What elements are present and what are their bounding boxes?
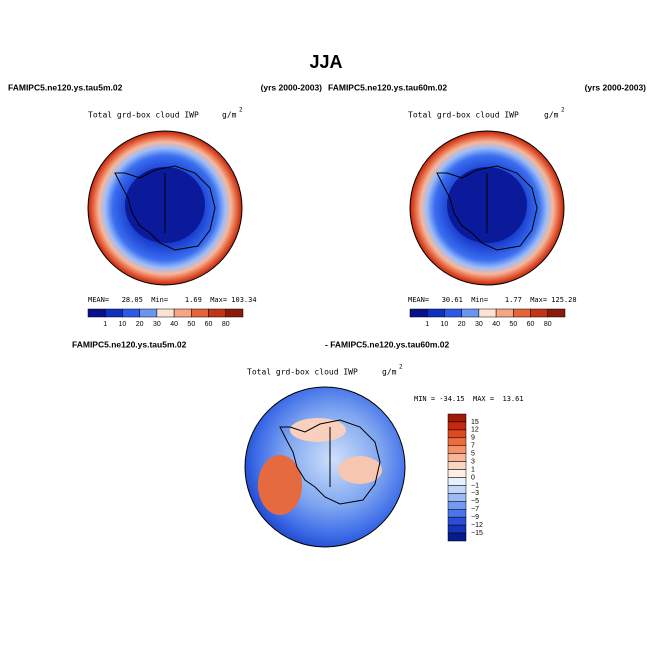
colorbar-label: −3	[471, 490, 479, 497]
colorbar-label: 40	[492, 321, 500, 328]
colorbar-label: 15	[471, 419, 479, 426]
colorbar-box	[447, 461, 467, 470]
colorbar-box	[478, 308, 497, 318]
colorbar-box	[447, 516, 467, 526]
colorbar-box	[447, 413, 467, 423]
colorbar-box	[139, 308, 158, 318]
units-exponent: 2	[561, 107, 565, 114]
colorbar-label: −5	[471, 498, 479, 505]
colorbar-label: −9	[471, 514, 479, 521]
colorbar-label: 10	[441, 321, 449, 328]
colorbar-label: 5	[471, 451, 475, 458]
units: g/m	[222, 111, 237, 120]
colorbar-label: 40	[170, 321, 178, 328]
colorbar-box	[447, 453, 467, 462]
colorbar-box	[173, 308, 192, 318]
colorbar-label: 30	[153, 321, 161, 328]
years: (yrs 2000-2003)	[261, 82, 323, 92]
units-exponent: 2	[399, 364, 403, 371]
colorbar-label: −7	[471, 506, 479, 513]
colorbar-box	[447, 485, 467, 494]
colorbar-box	[513, 308, 531, 318]
colorbar-box	[461, 308, 480, 318]
colorbar-box	[447, 421, 467, 431]
colorbar-box	[444, 308, 462, 318]
units: g/m	[544, 111, 559, 120]
colorbar-label: 1	[471, 466, 475, 473]
colorbar-label: 7	[471, 443, 475, 450]
colorbar-box	[447, 524, 467, 534]
colorbar-label: 12	[471, 427, 479, 434]
case-name: FAMIPC5.ne120.ys.tau5m.02	[72, 339, 187, 349]
colorbar-box	[547, 308, 566, 318]
case-name: FAMIPC5.ne120.ys.tau60m.02	[328, 82, 447, 92]
colorbar-label: 60	[527, 321, 535, 328]
map	[87, 130, 243, 286]
variable: Total grd-box cloud IWP	[88, 111, 199, 120]
colorbar-box	[447, 477, 467, 486]
colorbar-label: 50	[187, 321, 195, 328]
colorbar-box	[447, 429, 467, 439]
colorbar-box	[156, 308, 175, 318]
case-name: - FAMIPC5.ne120.ys.tau60m.02	[325, 339, 450, 349]
units-exponent: 2	[239, 107, 243, 114]
colorbar-box	[225, 308, 244, 318]
colorbar-label: −12	[471, 522, 483, 529]
colorbar-box	[530, 308, 549, 318]
case-name: FAMIPC5.ne120.ys.tau5m.02	[8, 82, 123, 92]
colorbar-box	[495, 308, 514, 318]
colorbar-label: 30	[475, 321, 483, 328]
colorbar-box	[447, 493, 467, 502]
colorbar-label: −15	[471, 530, 483, 537]
colorbar-box	[447, 532, 467, 542]
colorbar-label: 50	[509, 321, 517, 328]
units: g/m	[382, 368, 397, 377]
colorbar-label: 20	[136, 321, 144, 328]
colorbar-box	[191, 308, 209, 318]
colorbar-label: 20	[458, 321, 466, 328]
colorbar-box	[447, 445, 467, 454]
colorbar-box	[447, 469, 467, 478]
colorbar-label: 1	[103, 321, 107, 328]
colorbar-box	[447, 501, 467, 510]
colorbar-box	[447, 437, 467, 446]
map	[409, 130, 565, 286]
colorbar-label: 0	[471, 474, 475, 481]
variable: Total grd-box cloud IWP	[247, 368, 358, 377]
colorbar-label: 10	[119, 321, 127, 328]
colorbar-label: 80	[222, 321, 230, 328]
stats: MIN = -34.15 MAX = 13.61	[414, 395, 524, 403]
figure-title: JJA	[309, 52, 342, 72]
colorbar-box	[208, 308, 227, 318]
colorbar-label: −1	[471, 482, 479, 489]
colorbar-label: 60	[205, 321, 213, 328]
years: (yrs 2000-2003)	[585, 82, 647, 92]
colorbar-box	[426, 308, 445, 318]
colorbar-box	[104, 308, 123, 318]
colorbar-label: 1	[425, 321, 429, 328]
map	[244, 386, 406, 548]
colorbar-label: 9	[471, 435, 475, 442]
colorbar-box	[122, 308, 140, 318]
stats: MEAN= 28.05 Min= 1.69 Max= 103.34	[88, 296, 257, 304]
colorbar-box	[409, 308, 428, 318]
colorbar-label: 3	[471, 458, 475, 465]
colorbar-box	[447, 509, 467, 518]
colorbar-box	[87, 308, 106, 318]
variable: Total grd-box cloud IWP	[408, 111, 519, 120]
colorbar-label: 80	[544, 321, 552, 328]
stats: MEAN= 30.61 Min= 1.77 Max= 125.28	[408, 296, 577, 304]
